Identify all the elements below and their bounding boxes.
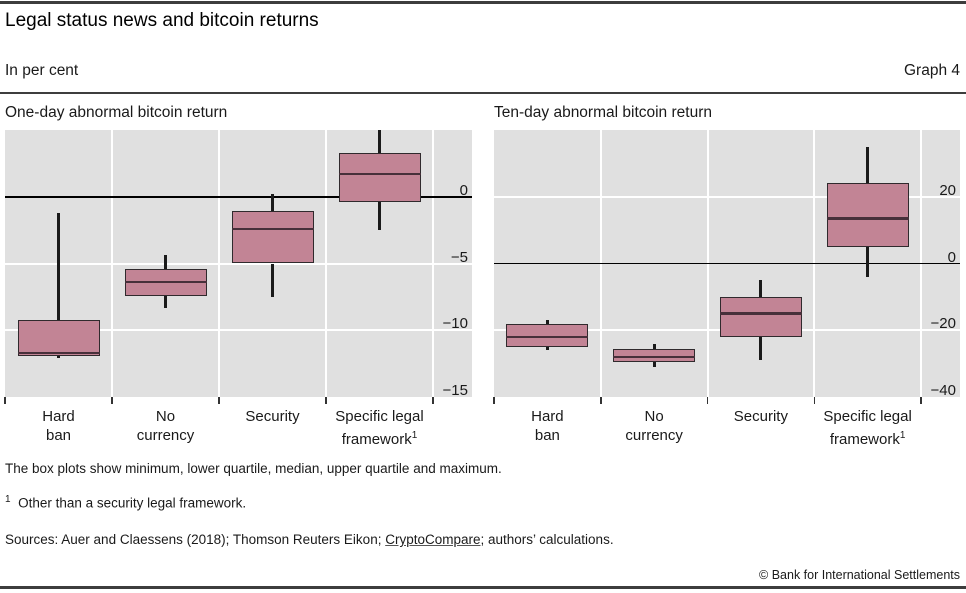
graph-number-label: Graph 4	[903, 62, 960, 79]
horizontal-gridline	[494, 195, 960, 198]
category-label-security: Security	[733, 408, 788, 425]
units-label: In per cent	[5, 62, 79, 79]
box-security	[231, 211, 314, 264]
category-label-specific-legal-framework: Specific legal framework1	[823, 408, 912, 448]
zero-line	[494, 262, 960, 265]
category-label-specific-legal-framework: Specific legal framework1	[335, 408, 424, 448]
whisker-lower-hard-ban	[57, 355, 60, 359]
y-tick-label: 0	[947, 248, 956, 266]
y-tick-label: −5	[450, 248, 468, 266]
x-axis-tick	[920, 397, 922, 404]
x-axis-tick	[111, 397, 113, 404]
footnote-text: Other than a security legal framework.	[10, 495, 247, 511]
median-line-no-currency	[613, 355, 696, 359]
y-tick-label: −40	[930, 382, 956, 399]
box-security	[719, 296, 802, 337]
bottom-border-rule	[0, 586, 966, 589]
whisker-lower-no-currency	[652, 361, 656, 367]
sources-line: Sources: Auer and Claessens (2018); Thom…	[5, 532, 614, 547]
category-label-security: Security	[245, 408, 300, 425]
whisker-upper-hard-ban	[57, 212, 60, 320]
category-label-no-currency: No currency	[136, 408, 195, 444]
x-axis-tick	[813, 397, 815, 404]
median-line-no-currency	[124, 281, 207, 284]
boxplot-panel-ten-day: 20 0 −20 −40 Hard ban No currency Security Specif…	[493, 130, 960, 448]
whisker-lower-security	[759, 336, 763, 361]
category-label-no-currency: No currency	[625, 408, 683, 444]
box-specific-legal-framework	[338, 152, 421, 203]
y-tick-label: 20	[939, 181, 956, 199]
subtitle-row: In per cent Graph 4	[5, 62, 960, 80]
boxplot-panel-one-day: 0 −5 −10 −15 Hard ban No currency Security Specif…	[4, 130, 472, 448]
footnote-superscript: 1	[411, 430, 418, 441]
x-axis-tick	[325, 397, 327, 404]
median-line-hard-ban	[17, 351, 100, 355]
horizontal-gridline	[5, 329, 472, 332]
horizontal-gridline	[5, 262, 472, 265]
whisker-upper-no-currency	[652, 343, 656, 349]
y-tick-label: −10	[442, 315, 468, 333]
header-rule	[0, 92, 966, 94]
y-tick-label: −15	[442, 382, 468, 399]
box-hard-ban	[17, 319, 100, 356]
footnote-superscript: 1	[899, 430, 906, 441]
footnote-line: 1 Other than a security legal framework.	[5, 494, 246, 511]
whisker-lower-specific-legal-framework	[866, 246, 870, 277]
y-tick-label: −20	[930, 315, 956, 333]
median-line-specific-legal-framework	[338, 172, 421, 176]
whisker-lower-no-currency	[164, 295, 167, 308]
whisker-upper-specific-legal-framework	[378, 130, 381, 153]
sources-suffix: ; authors’ calculations.	[480, 532, 614, 547]
box-specific-legal-framework	[826, 183, 909, 247]
x-axis-tick	[600, 397, 602, 404]
median-line-hard-ban	[506, 335, 589, 338]
whisker-lower-security	[271, 263, 274, 297]
panel-title-one-day: One-day abnormal bitcoin return	[5, 104, 228, 121]
page-title: Legal status news and bitcoin returns	[5, 10, 319, 31]
x-axis-tick	[432, 397, 434, 404]
whisker-upper-hard-ban	[545, 320, 549, 324]
y-tick-label: 0	[459, 181, 468, 199]
whisker-upper-security	[759, 280, 763, 297]
whisker-upper-security	[271, 194, 274, 212]
x-axis-tick	[218, 397, 220, 404]
category-label-hard-ban: Hard ban	[42, 408, 75, 444]
median-line-specific-legal-framework	[826, 217, 909, 220]
top-border-rule	[0, 1, 966, 4]
panel-title-ten-day: Ten-day abnormal bitcoin return	[494, 104, 712, 121]
x-axis-tick	[4, 397, 6, 404]
x-axis-tick	[493, 397, 495, 404]
whisker-lower-specific-legal-framework	[378, 202, 381, 231]
whisker-upper-no-currency	[164, 255, 167, 269]
box-no-currency	[613, 348, 696, 362]
footnote-marker: 1	[5, 494, 11, 505]
median-line-security	[719, 312, 802, 315]
whisker-lower-hard-ban	[545, 346, 549, 351]
category-label-hard-ban: Hard ban	[531, 408, 564, 444]
sources-prefix: Sources: Auer and Claessens (2018); Thom…	[5, 532, 386, 547]
median-line-security	[231, 227, 314, 230]
boxplot-note: The box plots show minimum, lower quarti…	[5, 461, 502, 476]
box-hard-ban	[506, 323, 589, 347]
whisker-upper-specific-legal-framework	[866, 146, 870, 184]
x-axis-tick	[706, 397, 709, 404]
cryptocompare-link[interactable]: CryptoCompare	[385, 532, 481, 547]
copyright-label: © Bank for International Settlements	[759, 568, 960, 582]
zero-line	[5, 196, 472, 198]
